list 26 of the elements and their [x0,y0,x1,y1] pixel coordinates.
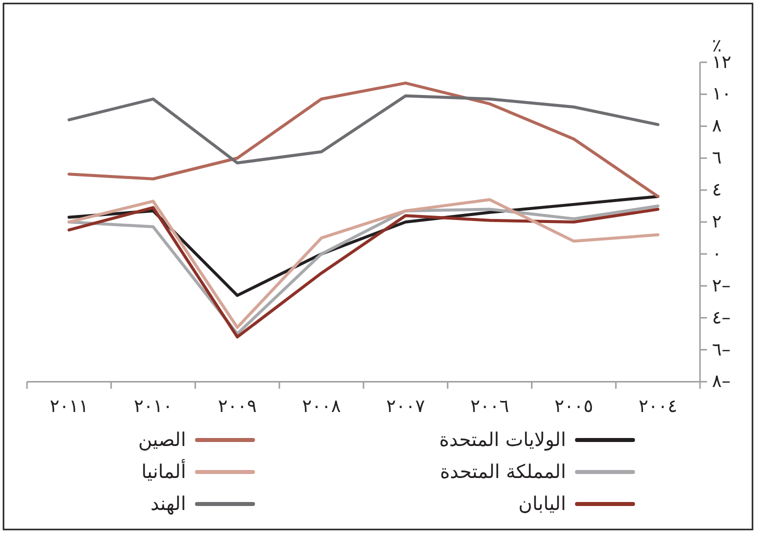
line-series [68,82,660,198]
line-series [68,94,660,164]
x-tick-label: ٢٠١١ [50,396,88,417]
y-tick-label: ٦– [712,339,731,360]
y-tick-label: ٠ [712,243,722,264]
legend-label: المملكة المتحدة [440,461,566,483]
legend-label: اليابان [518,493,566,515]
legend-label: الولايات المتحدة [439,429,566,451]
x-tick-label: ٢٠٠٤ [638,396,678,417]
x-tick-label: ٢٠٠٧ [386,396,426,417]
y-tick-label: ٢ [712,212,722,232]
y-tick-label: ١٠ [712,84,732,105]
x-tick-label: ٢٠٠٦ [470,396,510,417]
x-tick-label: ٢٠٠٥ [554,396,594,417]
x-tick-label: ٢٠١٠ [134,396,173,417]
y-tick-label: ٦ [712,148,722,169]
y-tick-label: ٤ [712,180,722,201]
x-tick-label: ٢٠٠٩ [218,396,257,417]
legend-label: ألمانيا [141,459,186,483]
y-tick-label: ٨ [712,116,722,137]
legend-label: الصين [138,429,186,451]
legend-label: الهند [150,493,186,515]
y-tick-label: ٢– [712,275,731,296]
x-tick-label: ٢٠٠٨ [302,396,342,417]
y-tick-label: ٨– [712,371,731,392]
y-tick-label: ٤– [712,307,731,328]
